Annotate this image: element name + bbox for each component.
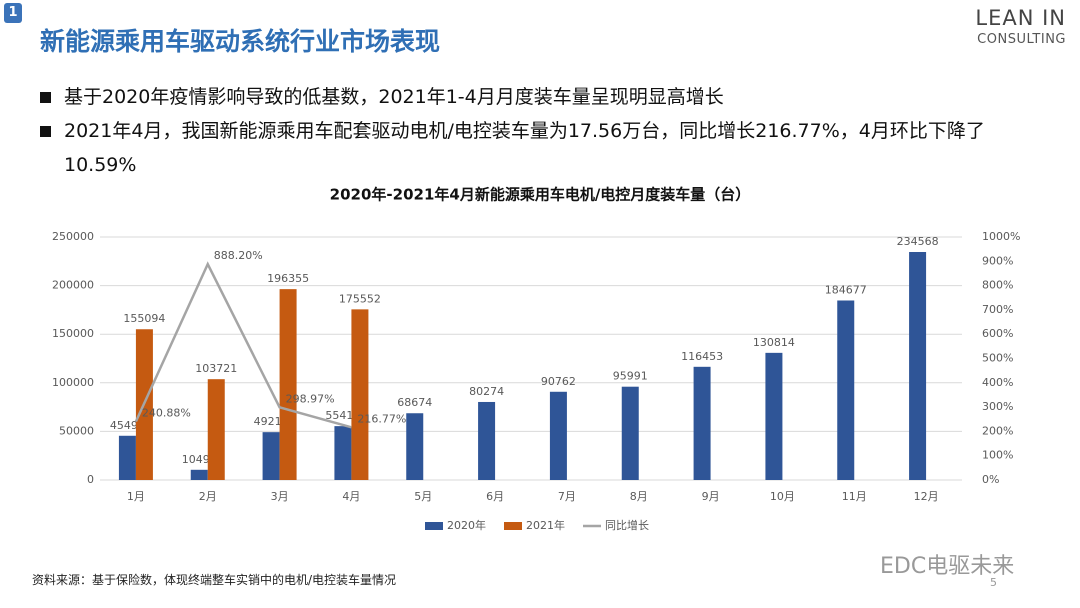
y2-tick-label: 400%: [982, 376, 1013, 389]
y2-tick-label: 700%: [982, 303, 1013, 316]
data-label: 175552: [339, 292, 381, 305]
bullet-list: 基于2020年疫情影响导致的低基数，2021年1-4月月度装车量呈现明显高增长 …: [40, 80, 1040, 182]
x-tick-label: 1月: [127, 490, 145, 503]
x-tick-label: 5月: [414, 490, 432, 503]
bar: [909, 251, 927, 480]
y-tick-label: 150000: [52, 327, 94, 340]
bar: [693, 366, 711, 480]
y2-tick-label: 100%: [982, 449, 1013, 462]
bar: [406, 413, 424, 480]
legend-swatch: [504, 522, 522, 530]
bar: [351, 309, 369, 480]
y2-tick-label: 1000%: [982, 230, 1020, 243]
line: [134, 261, 352, 429]
data-label: 298.97%: [286, 392, 335, 405]
bar: [279, 289, 297, 480]
bar: [837, 300, 855, 480]
x-tick-label: 12月: [914, 490, 939, 503]
y2-tick-label: 800%: [982, 279, 1013, 292]
x-tick-label: 7月: [558, 490, 576, 503]
legend-swatch: [425, 522, 443, 530]
data-label: 196355: [267, 272, 309, 285]
chart-title: 2020年-2021年4月新能源乘用车电机/电控月度装车量（台）: [330, 186, 751, 204]
logo-sub: CONSULTING: [977, 32, 1066, 47]
x-tick-label: 10月: [770, 490, 795, 503]
y-tick-label: 0: [87, 473, 94, 486]
y-tick-label: 200000: [52, 279, 94, 292]
y-tick-label: 100000: [52, 376, 94, 389]
y-tick-label: 250000: [52, 230, 94, 243]
legend-label: 同比增长: [605, 518, 649, 532]
data-label: 130814: [753, 336, 795, 349]
bar: [549, 391, 567, 480]
y2-tick-label: 600%: [982, 327, 1013, 340]
bar: [478, 401, 496, 480]
data-label: 888.20%: [214, 249, 263, 262]
legend-label: 2020年: [447, 518, 486, 532]
y-tick-label: 50000: [59, 424, 94, 437]
data-label: 234568: [897, 235, 939, 248]
x-tick-label: 6月: [486, 490, 504, 503]
slide-title: 新能源乘用车驱动系统行业市场表现: [40, 27, 441, 56]
y2-tick-label: 500%: [982, 352, 1013, 365]
bar: [334, 426, 352, 480]
y2-tick-label: 200%: [982, 424, 1013, 437]
x-tick-label: 9月: [702, 490, 720, 503]
y2-tick-label: 900%: [982, 254, 1013, 267]
bullet: 2021年4月，我国新能源乘用车配套驱动电机/电控装车量为17.56万台，同比增…: [40, 114, 1040, 182]
y2-tick-label: 0%: [982, 473, 999, 486]
bullet: 基于2020年疫情影响导致的低基数，2021年1-4月月度装车量呈现明显高增长: [40, 80, 1040, 114]
source-note: 资料来源：基于保险数，体现终端整车实销中的电机/电控装车量情况: [32, 573, 397, 587]
x-tick-label: 4月: [342, 490, 360, 503]
data-label: 68674: [397, 396, 432, 409]
page-number: 5: [990, 576, 997, 589]
y2-tick-label: 300%: [982, 400, 1013, 413]
data-label: 216.77%: [357, 412, 406, 425]
badge: 1: [4, 3, 22, 23]
data-label: 240.88%: [142, 406, 191, 419]
logo: LEAN IN: [975, 6, 1066, 30]
bar: [262, 432, 280, 480]
data-label: 95991: [613, 370, 648, 383]
data-label: 184677: [825, 283, 867, 296]
bar: [190, 469, 208, 480]
bar: [765, 352, 783, 480]
watermark: EDC电驱未来: [880, 554, 1015, 579]
legend-label: 2021年: [526, 518, 565, 532]
x-tick-label: 8月: [630, 490, 648, 503]
data-label: 90762: [541, 375, 576, 388]
x-tick-label: 2月: [199, 490, 217, 503]
data-label: 80274: [469, 385, 504, 398]
bar: [621, 386, 639, 480]
data-label: 116453: [681, 350, 723, 363]
bar: [207, 379, 225, 480]
x-tick-label: 11月: [842, 490, 867, 503]
data-label: 103721: [195, 362, 237, 375]
bar: [118, 435, 136, 480]
x-tick-label: 3月: [271, 490, 289, 503]
data-label: 155094: [123, 312, 165, 325]
